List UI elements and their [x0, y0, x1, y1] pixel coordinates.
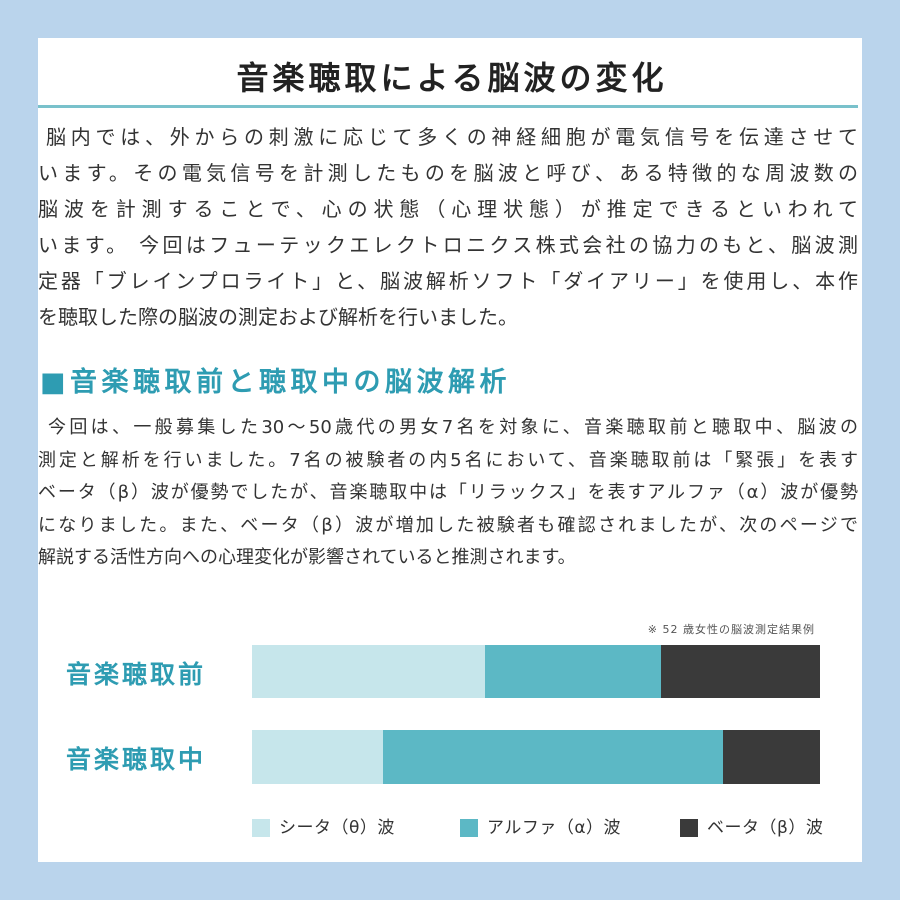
- legend-swatch-beta: [680, 819, 698, 837]
- stacked-bar-before: [252, 645, 820, 698]
- section-line: 測定と解析を行いました。7名の被験者の内5名において、音楽聴取前は「緊張」を表す: [38, 449, 858, 471]
- page-title: 音楽聴取による脳波の変化: [236, 59, 668, 97]
- content-panel: 音楽聴取による脳波の変化 脳内では、外からの刺激に応じて多くの神経細胞が電気信号…: [38, 38, 862, 862]
- stacked-bar-during: [252, 730, 820, 784]
- row-label-during: 音楽聴取中: [66, 745, 207, 774]
- intro-line: 脳内では、外からの刺激に応じて多くの神経細胞が電気信号を伝達させて: [46, 125, 858, 149]
- legend-item-beta: ベータ（β）波: [680, 817, 823, 839]
- section-line: ベータ（β）波が優勢でしたが、音楽聴取中は「リラックス」を表すアルファ（α）波が…: [38, 482, 858, 503]
- bar-segment-alpha: [484, 645, 661, 698]
- section-paragraph: 今回は、一般募集した30〜50歳代の男女7名を対象に、音楽聴取前と聴取中、脳波の…: [38, 412, 858, 575]
- legend-label-theta: シータ（θ）波: [279, 818, 395, 838]
- chart-note: ※ 52 歳女性の脳波測定結果例: [647, 623, 815, 636]
- title-underline: [38, 105, 858, 108]
- bar-segment-alpha: [382, 730, 724, 784]
- intro-line: います。 今回はフューテックエレクトロニクス株式会社の協力のもと、脳波測: [38, 233, 858, 257]
- bar-segment-beta: [660, 645, 820, 698]
- legend-item-theta: シータ（θ）波: [252, 817, 395, 839]
- intro-line: 定器「ブレインプロライト」と、脳波解析ソフト「ダイアリー」を使用し、本作: [38, 269, 858, 293]
- section-line: になりました。また、ベータ（β）波が増加した被験者も確認されましたが、次のページ…: [38, 514, 858, 536]
- legend-label-alpha: アルファ（α）波: [487, 818, 622, 838]
- intro-line: を聴取した際の脳波の測定および解析を行いました。: [38, 305, 518, 329]
- legend-item-alpha: アルファ（α）波: [460, 817, 621, 839]
- section-heading: ■音楽聴取前と聴取中の脳波解析: [40, 367, 512, 398]
- legend-label-beta: ベータ（β）波: [707, 818, 824, 838]
- intro-line: 脳波を計測することで、心の状態（心理状態）が推定できるといわれて: [38, 197, 858, 221]
- row-label-before: 音楽聴取前: [66, 660, 207, 689]
- bar-segment-beta: [723, 730, 820, 784]
- intro-line: います。その電気信号を計測したものを脳波と呼び、ある特徴的な周波数の: [38, 161, 858, 185]
- section-line: 解説する活性方向への心理変化が影響されていると推測されます。: [38, 547, 576, 568]
- legend-swatch-theta: [252, 819, 270, 837]
- legend-swatch-alpha: [460, 819, 478, 837]
- section-line: 今回は、一般募集した30〜50歳代の男女7名を対象に、音楽聴取前と聴取中、脳波の: [48, 417, 858, 438]
- bar-segment-theta: [252, 730, 383, 784]
- bar-segment-theta: [252, 645, 485, 698]
- intro-paragraph: 脳内では、外からの刺激に応じて多くの神経細胞が電気信号を伝達させて います。その…: [38, 119, 858, 335]
